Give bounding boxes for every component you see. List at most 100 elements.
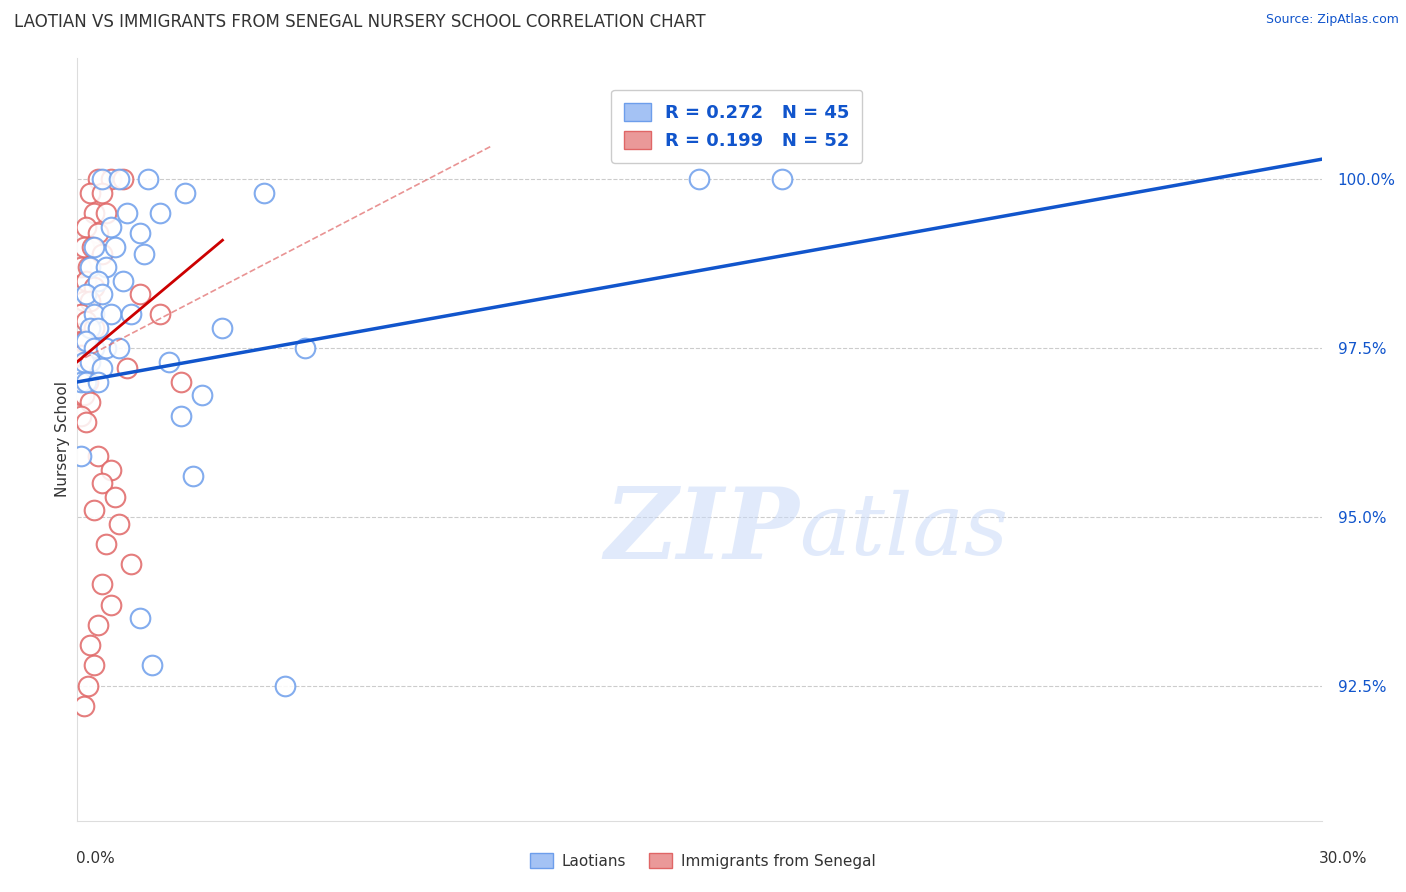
Y-axis label: Nursery School: Nursery School [55, 381, 70, 498]
Point [104, 240, 127, 254]
Point [70, 375, 93, 389]
Point [79, 293, 101, 308]
Point [79, 321, 101, 335]
Point [96, 260, 118, 275]
Point [69, 334, 91, 349]
Point [100, 219, 122, 234]
Point [128, 287, 150, 301]
Point [75, 314, 97, 328]
Point [689, 172, 711, 186]
Point [141, 658, 163, 673]
Point [87, 449, 110, 463]
Point [100, 172, 122, 186]
Point [170, 375, 193, 389]
Point [111, 274, 134, 288]
Point [83, 206, 105, 220]
Point [87, 375, 110, 389]
Point [83, 308, 105, 322]
Point [128, 227, 150, 241]
Text: 30.0%: 30.0% [1319, 852, 1367, 866]
Point [72, 698, 94, 713]
Text: ZIP: ZIP [605, 483, 799, 579]
Point [183, 469, 205, 483]
Point [79, 260, 101, 275]
Point [80, 240, 103, 254]
Point [75, 354, 97, 368]
Point [294, 341, 316, 355]
Point [76, 679, 98, 693]
Point [70, 260, 93, 275]
Point [70, 449, 93, 463]
Point [107, 341, 129, 355]
Point [91, 577, 114, 591]
Point [83, 240, 105, 254]
Point [83, 280, 105, 294]
Point [75, 334, 97, 349]
Point [83, 658, 105, 673]
Point [83, 321, 105, 335]
Point [72, 388, 94, 402]
Point [72, 368, 94, 383]
Point [100, 598, 122, 612]
Point [79, 395, 101, 409]
Point [76, 260, 98, 275]
Point [174, 186, 197, 200]
Point [76, 375, 98, 389]
Point [190, 388, 214, 402]
Point [211, 321, 233, 335]
Point [67, 368, 90, 383]
Point [69, 388, 91, 402]
Point [149, 308, 172, 322]
Point [100, 308, 122, 322]
Point [79, 354, 101, 368]
Point [96, 537, 118, 551]
Point [157, 354, 180, 368]
Text: LAOTIAN VS IMMIGRANTS FROM SENEGAL NURSERY SCHOOL CORRELATION CHART: LAOTIAN VS IMMIGRANTS FROM SENEGAL NURSE… [14, 13, 706, 31]
Point [70, 348, 93, 362]
Point [87, 227, 110, 241]
Point [770, 172, 793, 186]
Point [83, 341, 105, 355]
Point [91, 476, 114, 491]
Point [136, 172, 159, 186]
Point [79, 186, 101, 200]
Point [72, 334, 94, 349]
Point [91, 172, 114, 186]
Point [79, 638, 101, 652]
Point [70, 409, 93, 423]
Point [128, 611, 150, 625]
Point [72, 293, 94, 308]
Point [91, 287, 114, 301]
Point [72, 354, 94, 368]
Point [91, 361, 114, 376]
Point [107, 172, 129, 186]
Point [70, 308, 93, 322]
Point [91, 186, 114, 200]
Point [75, 274, 97, 288]
Point [104, 490, 127, 504]
Point [87, 172, 110, 186]
Legend: R = 0.272   N = 45, R = 0.199   N = 52: R = 0.272 N = 45, R = 0.199 N = 52 [612, 90, 862, 163]
Point [107, 516, 129, 531]
Point [120, 308, 142, 322]
Text: Source: ZipAtlas.com: Source: ZipAtlas.com [1265, 13, 1399, 27]
Point [96, 341, 118, 355]
Point [96, 206, 118, 220]
Point [72, 240, 94, 254]
Point [100, 463, 122, 477]
Point [273, 679, 295, 693]
Point [75, 287, 97, 301]
Point [75, 416, 97, 430]
Point [170, 409, 193, 423]
Point [75, 375, 97, 389]
Text: 0.0%: 0.0% [76, 852, 115, 866]
Point [87, 274, 110, 288]
Point [91, 246, 114, 260]
Point [115, 361, 138, 376]
Legend: Laotians, Immigrants from Senegal: Laotians, Immigrants from Senegal [523, 847, 883, 875]
Point [75, 219, 97, 234]
Point [120, 557, 142, 571]
Point [115, 206, 138, 220]
Point [83, 503, 105, 517]
Point [111, 172, 134, 186]
